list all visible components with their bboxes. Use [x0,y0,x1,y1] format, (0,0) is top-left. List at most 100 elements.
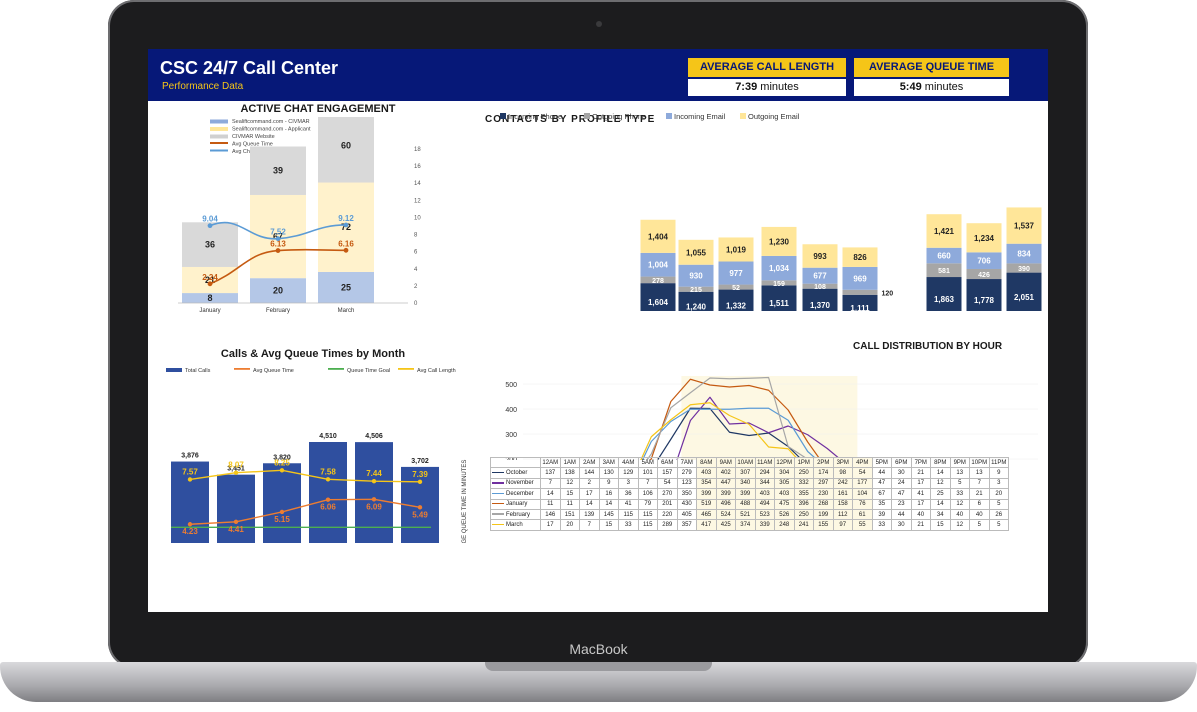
legend-label: CIVMAR Website [232,134,275,140]
table-header-row: 12AM 1AM 2AM 3AM 4AM 5AM 6AM 7AM 8AM 9AM 10AM 11AM 1… [490,456,1009,469]
table-cell: 36 [618,488,639,500]
chat-bar-segment [182,293,238,303]
series-point [275,248,281,253]
legend-label: Outgoing Phone [592,112,646,121]
data-label: 3,876 [181,453,199,460]
legend-swatch [210,127,228,131]
table-cell: 12 [559,477,580,490]
data-label: 1,604 [648,298,669,307]
table-cell: 15 [598,519,619,531]
legend-swatch [166,368,182,372]
series-point [417,479,423,485]
table-cell: 403 [696,467,717,479]
contact-bar-segment [640,219,676,253]
calls-bar [355,442,393,543]
series-point [279,509,285,515]
data-label: 3,820 [273,454,291,461]
table-hour-header: 5AM [637,456,658,469]
data-label: 930 [689,272,703,281]
table-hour-header: 1PM [793,456,814,469]
series-point [279,468,285,473]
data-label: 426 [978,272,990,279]
contact-bar-segment [802,283,838,289]
table-cell: 41 [618,498,639,510]
data-label: 278 [652,278,664,285]
table-cell: 339 [754,519,775,531]
table-cell: 7 [637,477,658,490]
data-label: 9.04 [202,215,218,224]
table-cell: 399 [696,488,717,500]
table-cell: 41 [910,488,931,500]
table-cell: 55 [852,519,873,531]
hour-series-line [676,396,843,460]
data-label: 159 [773,281,785,288]
legend-label: Incoming Phone [508,112,562,121]
series-line [189,498,421,525]
data-label: 3,451 [227,466,245,473]
table-cell: 104 [852,488,873,500]
contact-bar-segment [1006,263,1042,273]
table-row-label: January [490,498,541,510]
table-hour-header: 6AM [657,456,678,469]
contact-bar-segment [640,283,676,311]
table-cell: 220 [657,508,678,521]
data-label: 52 [732,285,740,292]
data-label: 1,778 [974,296,995,305]
data-label: 108 [814,284,826,291]
table-cell: 403 [774,488,795,500]
table-cell: 146 [540,508,561,521]
data-label: 6.13 [270,240,286,249]
contact-bar-segment [678,286,714,292]
table-cell: 279 [676,467,697,479]
table-row: January 11 11 14 14 41 79 201 430 519 496 488 494 475… [490,498,1009,510]
legend-swatch [398,368,414,370]
table-cell: 79 [637,498,658,510]
series-point [325,477,331,482]
series-point [325,497,331,502]
contact-bar-segment [1006,207,1042,244]
contact-bar-segment [842,294,878,311]
table-cell: 7 [969,477,990,490]
table-hour-header: 7AM [676,456,697,469]
table-cell: 332 [793,477,814,490]
data-label: 21 [205,275,215,285]
series-point [417,505,423,510]
data-label: 826 [853,253,867,262]
table-hour-header: 9AM [715,456,736,469]
kpi-call-length-value: 7:39 minutes [688,79,846,96]
table-hour-header: 5PM [871,456,892,469]
data-label: 120 [882,290,894,297]
legend-label: Incoming Email [674,112,726,121]
data-label: 834 [1017,250,1031,259]
page-title: CSC 24/7 Call Center [160,58,339,78]
table-cell: 115 [637,508,658,521]
axis-tick: 18 [414,147,421,153]
table-cell: 2 [579,477,600,490]
table-cell: 9 [988,467,1009,479]
table-hour-header: 6PM [891,456,912,469]
table-cell: 357 [676,519,697,531]
data-label: 8.07 [228,461,244,470]
table-cell: 151 [559,508,580,521]
table-month-label: November [506,480,534,487]
contact-bar-segment [966,252,1002,269]
table-cell: 526 [774,508,795,521]
axis-tick: 16 [414,164,421,170]
table-cell: 3 [988,477,1009,490]
table-cell: 20 [988,488,1009,500]
data-label: 5.49 [412,510,428,519]
series-point [233,470,239,475]
calls-queue-chart: Total Calls Avg Queue Time Queue Time Goal… [166,368,468,543]
data-label: 20 [273,286,283,296]
table-cell: 5 [988,498,1009,510]
data-label: 2.24 [202,273,218,282]
table-cell: 9 [598,477,619,490]
axis-tick: 0 [414,301,418,307]
axis-tick: 6 [414,250,418,256]
table-hour-header: 3AM [598,456,619,469]
table-cell: 123 [676,477,697,490]
x-tick: February [266,308,290,314]
table-cell: 26 [988,508,1009,521]
kpi-call-length-label: AVERAGE CALL LENGTH [688,58,846,77]
data-label: 6.09 [366,502,382,511]
